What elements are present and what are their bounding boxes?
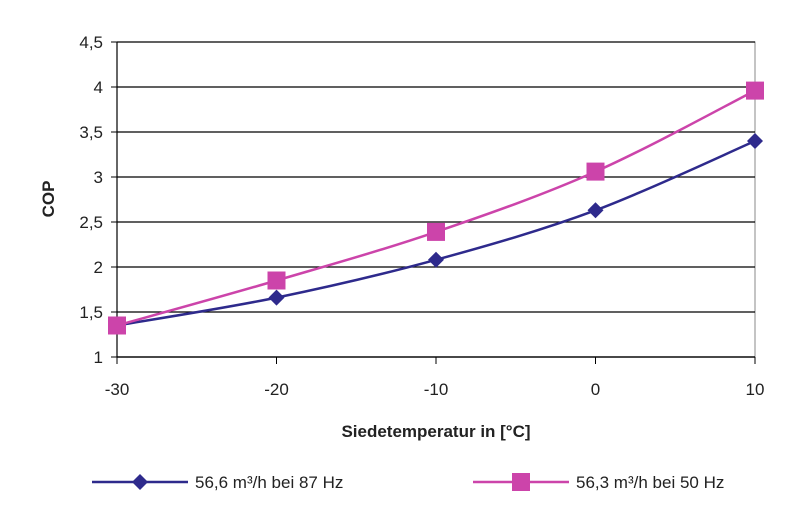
x-tick-label: -30: [105, 380, 130, 399]
labels-layer: 1 1,5 2 2,5 3 3,5 4 4,5 -30 -20 -10 0 10: [79, 33, 764, 399]
y-tick-label: 1: [94, 348, 103, 367]
x-tick-label: -10: [424, 380, 449, 399]
y-tick-label: 3,5: [79, 123, 103, 142]
y-tick-label: 4,5: [79, 33, 103, 52]
legend-label: 56,6 m³/h bei 87 Hz: [195, 473, 343, 492]
legend: 56,6 m³/h bei 87 Hz 56,3 m³/h bei 50 Hz: [92, 473, 724, 492]
y-tick-label: 1,5: [79, 303, 103, 322]
x-tick-label: 10: [746, 380, 765, 399]
y-tick-label: 4: [94, 78, 103, 97]
y-axis-title: COP: [39, 181, 58, 218]
data-point: [587, 202, 604, 219]
data-point: [428, 251, 444, 268]
y-tick-label: 2: [94, 258, 103, 277]
legend-marker: [132, 474, 148, 490]
legend-label: 56,3 m³/h bei 50 Hz: [576, 473, 724, 492]
data-point: [267, 271, 286, 290]
legend-item: 56,6 m³/h bei 87 Hz: [92, 473, 343, 492]
plot-area: [116, 41, 756, 358]
x-tick-label: 0: [591, 380, 600, 399]
x-tick-label: -20: [264, 380, 289, 399]
axes-layer: [111, 41, 756, 364]
data-point: [268, 289, 285, 306]
data-point: [586, 162, 605, 181]
data-point: [747, 133, 763, 149]
y-tick-label: 2,5: [79, 213, 103, 232]
legend-marker: [512, 473, 530, 491]
data-point: [427, 222, 445, 241]
x-axis-title: Siedetemperatur in [°C]: [341, 422, 530, 441]
data-point: [108, 316, 126, 335]
data-point: [746, 81, 764, 100]
series-layer: [108, 81, 764, 335]
y-tick-label: 3: [94, 168, 103, 187]
series-2: [108, 81, 764, 335]
legend-item: 56,3 m³/h bei 50 Hz: [473, 473, 724, 492]
